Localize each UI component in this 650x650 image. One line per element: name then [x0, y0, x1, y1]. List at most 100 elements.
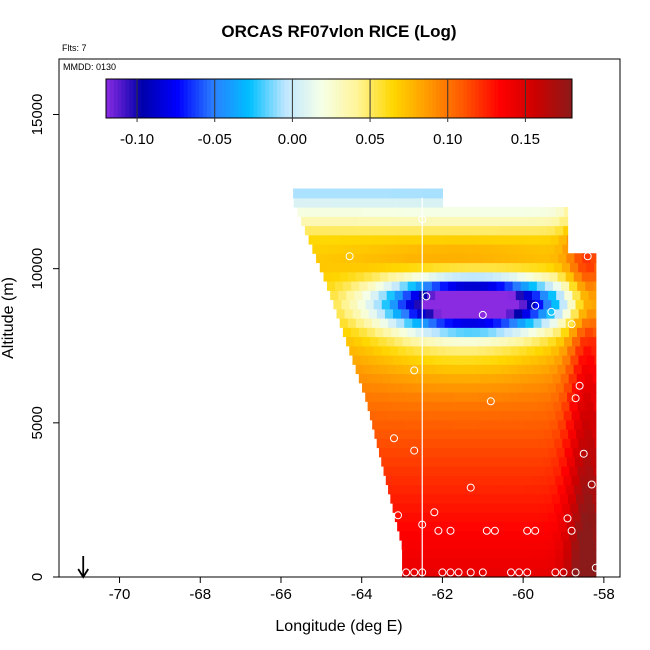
heatmap-cell: [580, 336, 589, 347]
heatmap-cell: [443, 290, 452, 301]
heatmap-cell: [494, 456, 503, 467]
heatmap-cell: [531, 549, 540, 560]
sample-point: [559, 568, 568, 577]
heatmap-cell: [456, 466, 465, 476]
mmdd-annotation: MMDD: 0130: [63, 62, 116, 72]
heatmap-cell: [437, 521, 447, 532]
heatmap-cell: [381, 345, 391, 356]
heatmap-cell: [559, 299, 569, 310]
heatmap-cell: [584, 373, 594, 384]
heatmap-cell: [396, 484, 405, 495]
heatmap-cell: [498, 475, 508, 486]
heatmap-cell: [564, 512, 574, 523]
heatmap-cell: [563, 382, 573, 393]
heatmap-cell: [592, 373, 597, 384]
heatmap-cell: [472, 401, 482, 412]
heatmap-cell: [456, 401, 466, 412]
heatmap-cell: [417, 438, 426, 449]
heatmap-cell: [554, 244, 564, 254]
heatmap-cell: [444, 419, 454, 430]
heatmap-cell: [413, 456, 423, 467]
heatmap-cell: [349, 299, 359, 310]
colorbar-segment: [385, 79, 390, 118]
heatmap-cell: [456, 281, 465, 291]
heatmap-cell: [466, 540, 475, 550]
heatmap-cell: [499, 512, 509, 523]
heatmap-cell: [432, 262, 442, 273]
heatmap-cell: [434, 382, 444, 393]
heatmap-cell: [551, 299, 560, 310]
colorbar-segment: [238, 79, 243, 118]
heatmap-cell: [569, 401, 579, 412]
colorbar-segment: [222, 79, 227, 118]
heatmap-cell: [585, 281, 594, 291]
sample-point: [587, 480, 596, 489]
colorbar-segment: [393, 79, 398, 118]
colorbar-segment: [160, 79, 165, 118]
heatmap-cell: [547, 336, 557, 347]
heatmap-cell: [437, 234, 447, 245]
heatmap-cell: [485, 521, 495, 532]
heatmap-cell: [436, 364, 446, 375]
heatmap-cell: [362, 290, 372, 301]
colorbar-segment: [556, 79, 561, 118]
heatmap-cell: [497, 244, 507, 254]
heatmap-cell: [489, 262, 498, 273]
colorbar-segment: [544, 79, 550, 118]
heatmap-cell: [578, 308, 588, 319]
heatmap-cell: [444, 271, 454, 282]
heatmap-cell: [572, 290, 581, 301]
heatmap-cell: [372, 318, 381, 328]
sample-point: [466, 568, 475, 577]
heatmap-cell: [560, 429, 569, 439]
heatmap-cell: [352, 308, 362, 319]
heatmap-cell: [544, 373, 554, 384]
colorbar-segment: [148, 79, 154, 118]
heatmap-cell: [550, 456, 560, 467]
heatmap-cell: [378, 382, 387, 393]
colorbar-tick-label: 0.10: [433, 131, 462, 148]
heatmap-cell: [455, 530, 465, 541]
heatmap-cell: [365, 216, 375, 227]
heatmap-cell: [363, 318, 373, 328]
heatmap-cell: [579, 558, 589, 569]
heatmap-cell: [412, 419, 422, 430]
colorbar-segment: [234, 79, 239, 118]
heatmap-cell: [499, 410, 508, 421]
heatmap-cell: [438, 493, 448, 504]
heatmap-cell: [562, 503, 571, 513]
heatmap-cell: [399, 327, 409, 338]
heatmap-cell: [542, 521, 552, 532]
heatmap-cell: [376, 262, 385, 273]
heatmap-cell: [534, 253, 543, 264]
heatmap-cell: [458, 225, 467, 236]
heatmap-cell: [426, 558, 435, 569]
heatmap-cell: [438, 188, 444, 199]
heatmap-cell: [588, 512, 597, 523]
colorbar-segment: [513, 79, 519, 118]
heatmap-cell: [555, 410, 565, 421]
heatmap-cell: [498, 558, 508, 569]
heatmap-cell: [441, 244, 451, 254]
heatmap-cell: [571, 410, 581, 421]
heatmap-cell: [531, 475, 540, 486]
heatmap-cell: [530, 355, 539, 365]
heatmap-cell: [503, 493, 513, 504]
heatmap-cell: [434, 475, 443, 486]
heatmap-cell: [425, 244, 435, 254]
heatmap-cell: [570, 438, 580, 449]
heatmap-cell: [450, 475, 460, 486]
heatmap-cell: [458, 475, 468, 486]
colorbar-segment: [377, 79, 383, 118]
heatmap-cell: [371, 271, 381, 282]
heatmap-cell: [514, 475, 524, 486]
colorbar-segment: [296, 79, 301, 118]
heatmap-cell: [442, 558, 452, 569]
heatmap-cell: [433, 355, 442, 365]
colorbar-segment: [175, 79, 181, 118]
heatmap-cell: [357, 216, 367, 227]
heatmap-cell: [517, 419, 527, 430]
heatmap-cell: [430, 299, 439, 310]
colorbar-segment: [214, 79, 220, 118]
heatmap-cell: [367, 281, 376, 291]
